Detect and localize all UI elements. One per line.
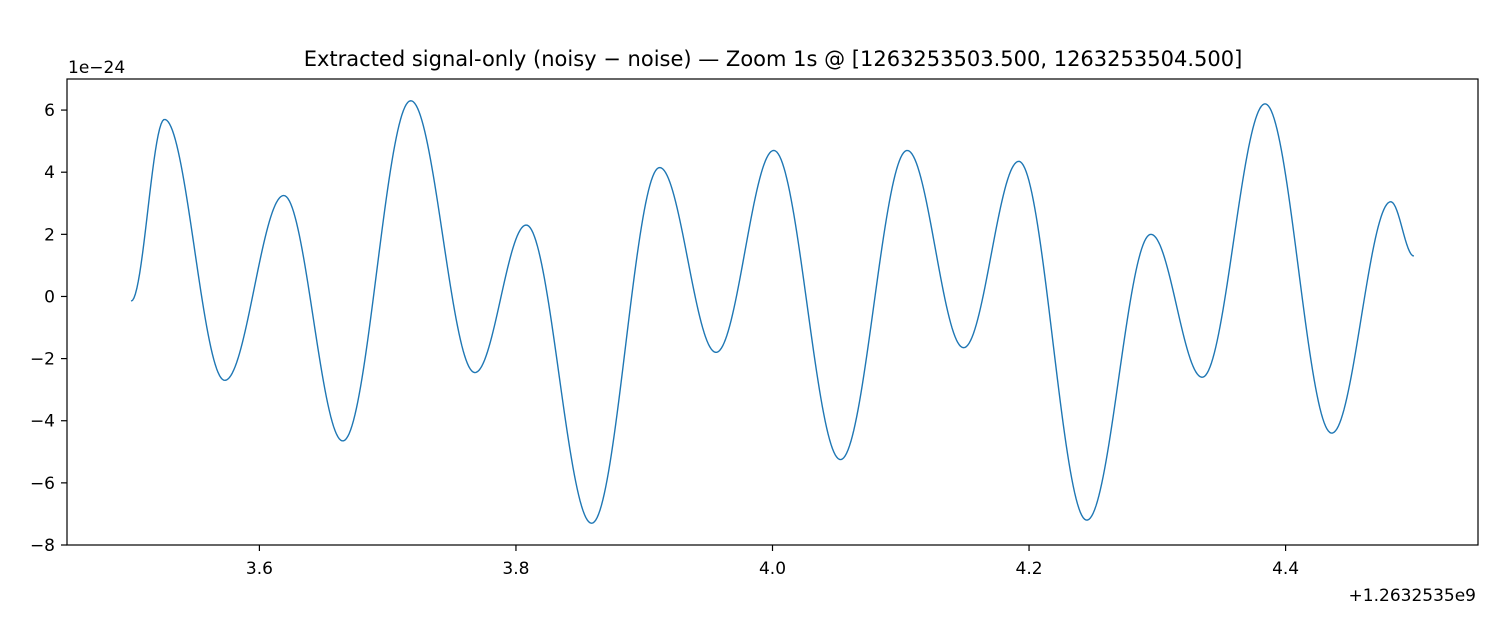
x-tick-label: 4.2 [1016,559,1043,579]
x-tick-label: 4.4 [1272,559,1299,579]
signal-line [130,100,1415,524]
x-tick-label: 3.6 [246,559,273,579]
plot-frame [66,78,1479,546]
y-tick-label: 4 [44,163,55,183]
y-tick-label: 2 [44,225,55,245]
y-tick-label: −2 [30,350,55,370]
y-tick-label: 0 [44,287,55,307]
x-tick-label: 4.0 [759,559,786,579]
plot-area: −8 −6 −4 −2 0 2 4 6 3.6 3.8 4.0 4.2 4.4 [30,78,1479,579]
y-tick-label: −8 [30,536,55,556]
y-tick-label: −6 [30,474,55,494]
chart-title: Extracted signal-only (noisy − noise) — … [304,47,1243,71]
y-tick-label: −4 [30,412,55,432]
y-tick-label: 6 [44,101,55,121]
x-axis-offset: +1.2632535e9 [1349,586,1476,606]
x-tick-label: 3.8 [502,559,529,579]
y-axis-multiplier: 1e−24 [68,58,125,78]
